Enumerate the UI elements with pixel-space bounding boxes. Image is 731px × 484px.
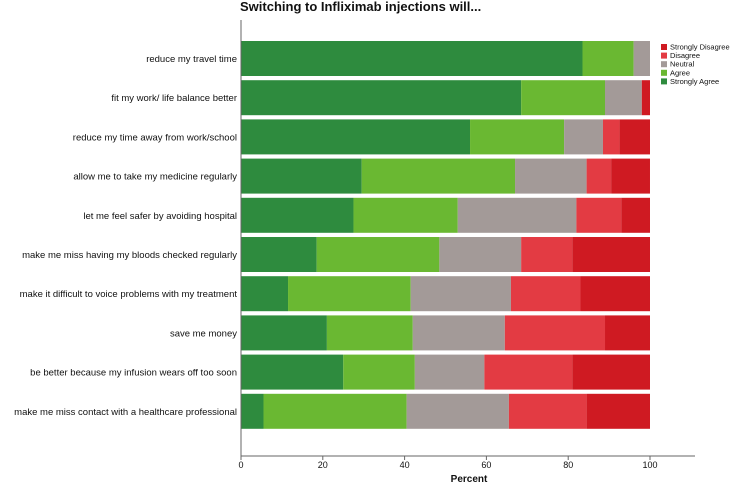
bar-neutral-9 — [414, 354, 485, 390]
x-tick-label: 0 — [238, 460, 243, 470]
legend-label-neutral: Neutral — [670, 60, 695, 69]
bar-strongly-disagree-4 — [611, 158, 650, 194]
x-tick-label: 60 — [481, 460, 491, 470]
bar-agree-1 — [582, 41, 634, 76]
bar-neutral-5 — [457, 197, 577, 233]
category-labels: reduce my travel time fit my work/ life b… — [14, 54, 237, 418]
legend-label-strongly-disagree: Strongly Disagree — [670, 43, 730, 52]
bar-disagree-7 — [510, 276, 581, 312]
bar-strongly-agree-4 — [241, 158, 362, 194]
bar-agree-9 — [343, 354, 415, 390]
bar-disagree-9 — [484, 354, 573, 390]
x-axis-ticks: 0 20 40 60 80 100 — [238, 456, 658, 470]
bar-agree-2 — [521, 80, 605, 116]
bar-strongly-agree-3 — [241, 119, 471, 155]
bar-strongly-disagree-8 — [605, 315, 650, 351]
bar-neutral-10 — [406, 393, 509, 429]
category-label: make me miss having my bloods checked re… — [22, 250, 237, 261]
category-label: make it difficult to voice problems with… — [20, 289, 238, 300]
bar-strongly-agree-1 — [241, 41, 583, 76]
legend-swatch-agree — [661, 69, 667, 76]
category-label: be better because my infusion wears off … — [30, 368, 237, 379]
category-label: reduce my time away from work/school — [73, 132, 237, 143]
bar-disagree-4 — [586, 158, 612, 194]
bar-strongly-disagree-7 — [580, 276, 650, 312]
bar-disagree-6 — [521, 237, 573, 272]
legend-swatch-neutral — [661, 61, 667, 68]
bar-strongly-agree-5 — [241, 197, 354, 233]
bar-strongly-disagree-3 — [619, 119, 650, 155]
bar-neutral-8 — [412, 315, 505, 351]
category-label: allow me to take my medicine regularly — [73, 172, 237, 183]
category-label: fit my work/ life balance better — [111, 93, 237, 104]
legend-label-disagree: Disagree — [670, 51, 700, 60]
bar-agree-8 — [326, 315, 413, 351]
bar-agree-6 — [316, 237, 440, 272]
bar-neutral-3 — [564, 119, 603, 155]
category-label: let me feel safer by avoiding hospital — [83, 211, 237, 222]
bar-strongly-agree-9 — [241, 354, 344, 390]
bar-neutral-6 — [439, 237, 522, 272]
bar-neutral-7 — [410, 276, 511, 312]
legend-swatch-strongly-agree — [661, 78, 667, 85]
bar-strongly-disagree-5 — [621, 197, 650, 233]
chart-title: Switching to Infliximab injections will.… — [240, 0, 481, 14]
legend-label-strongly-agree: Strongly Agree — [670, 77, 719, 86]
bar-agree-5 — [353, 197, 458, 233]
bar-neutral-4 — [515, 158, 587, 194]
bar-agree-4 — [361, 158, 516, 194]
bar-neutral-1 — [633, 41, 650, 76]
bar-agree-10 — [263, 393, 407, 429]
legend: Strongly DisagreeDisagreeNeutralAgreeStr… — [661, 43, 730, 86]
bar-strongly-agree-8 — [241, 315, 327, 351]
bar-strongly-disagree-6 — [572, 237, 650, 272]
bar-strongly-disagree-10 — [586, 393, 650, 429]
bar-strongly-agree-2 — [241, 80, 522, 116]
category-label: make me miss contact with a healthcare p… — [14, 407, 237, 418]
bar-disagree-8 — [504, 315, 606, 351]
bar-strongly-agree-6 — [241, 237, 317, 272]
category-label: reduce my travel time — [146, 54, 237, 65]
bar-disagree-5 — [576, 197, 622, 233]
bar-strongly-disagree-9 — [572, 354, 650, 390]
bar-neutral-2 — [605, 80, 642, 116]
category-label: save me money — [170, 328, 237, 339]
bar-disagree-3 — [602, 119, 620, 155]
bar-agree-3 — [470, 119, 565, 155]
x-axis-title: Percent — [451, 474, 488, 484]
bar-disagree-10 — [508, 393, 587, 429]
bar-strongly-agree-10 — [241, 393, 264, 429]
legend-swatch-strongly-disagree — [661, 44, 667, 50]
bar-strongly-agree-7 — [241, 276, 289, 312]
x-tick-label: 80 — [563, 460, 573, 470]
legend-label-agree: Agree — [670, 68, 690, 77]
legend-swatch-disagree — [661, 52, 667, 59]
x-tick-label: 100 — [642, 460, 657, 470]
bar-strongly-disagree-2 — [641, 80, 650, 116]
x-tick-label: 20 — [318, 460, 328, 470]
bars-group — [241, 41, 650, 429]
bar-agree-7 — [288, 276, 411, 312]
x-tick-label: 40 — [400, 460, 410, 470]
